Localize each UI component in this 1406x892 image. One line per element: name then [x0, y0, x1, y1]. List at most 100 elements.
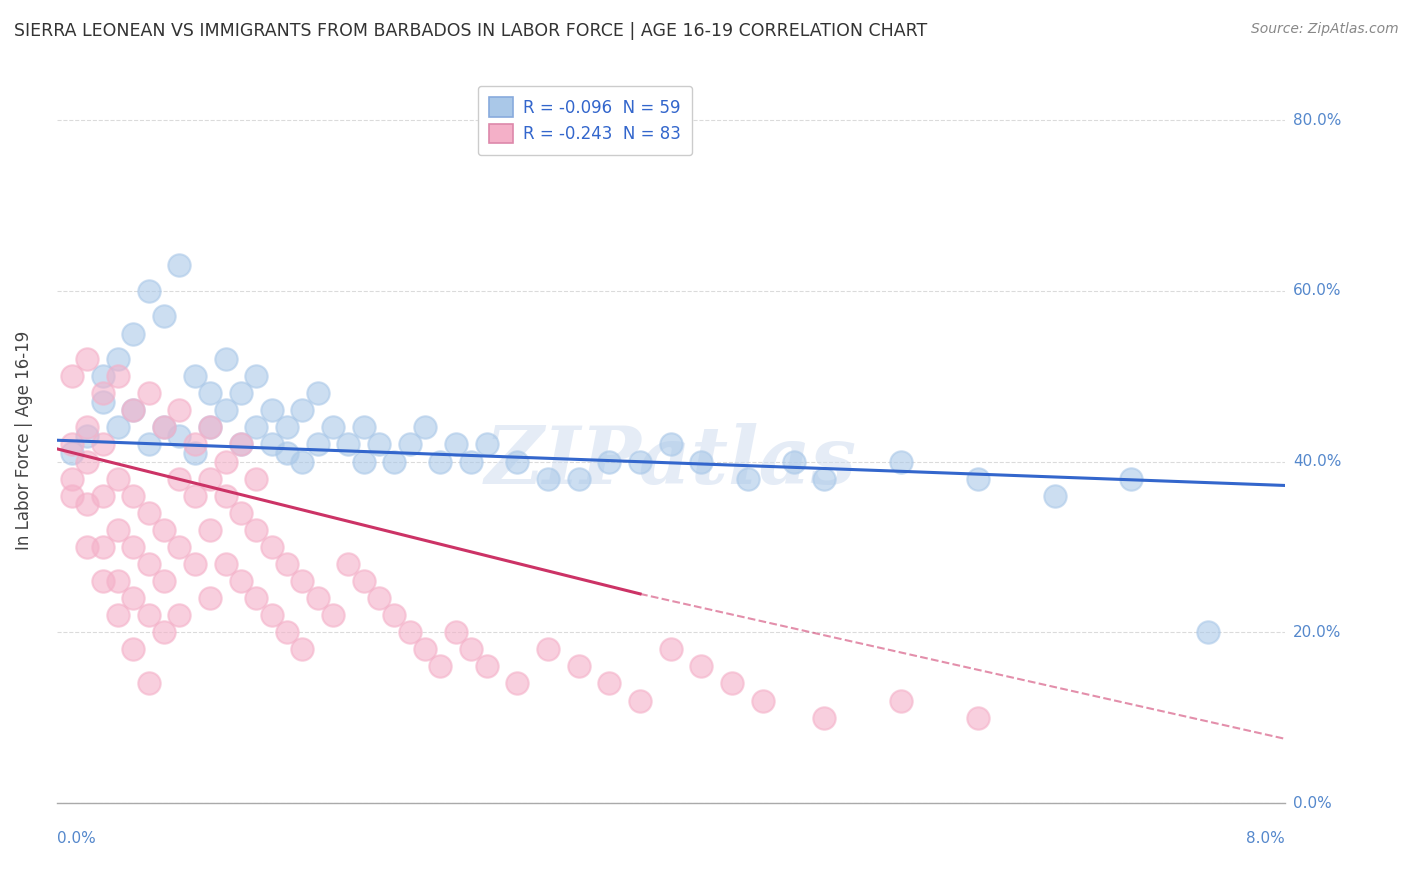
Point: [107, 352, 129, 367]
Point: [184, 489, 207, 503]
Point: [198, 420, 221, 434]
Point: [368, 437, 391, 451]
Text: Source: ZipAtlas.com: Source: ZipAtlas.com: [1251, 22, 1399, 37]
Point: [198, 386, 221, 401]
Point: [307, 591, 329, 606]
Point: [890, 454, 912, 468]
Point: [276, 557, 298, 571]
Point: [76, 352, 98, 367]
Point: [76, 540, 98, 554]
Point: [276, 625, 298, 640]
Point: [737, 472, 759, 486]
Point: [813, 711, 835, 725]
Point: [184, 437, 207, 451]
Point: [782, 454, 804, 468]
Point: [890, 693, 912, 707]
Point: [322, 420, 344, 434]
Point: [153, 310, 176, 324]
Point: [60, 446, 83, 460]
Point: [60, 472, 83, 486]
Point: [169, 429, 191, 443]
Point: [229, 506, 252, 520]
Point: [245, 523, 267, 537]
Point: [169, 540, 191, 554]
Point: [506, 676, 529, 690]
Point: [353, 420, 375, 434]
Point: [260, 608, 283, 623]
Point: [966, 472, 988, 486]
Point: [598, 454, 620, 468]
Point: [122, 591, 145, 606]
Point: [413, 642, 436, 657]
Point: [91, 574, 114, 588]
Point: [276, 420, 298, 434]
Point: [659, 437, 682, 451]
Point: [291, 642, 314, 657]
Legend: R = -0.096  N = 59, R = -0.243  N = 83: R = -0.096 N = 59, R = -0.243 N = 83: [478, 86, 692, 155]
Point: [122, 540, 145, 554]
Point: [122, 403, 145, 417]
Point: [429, 454, 451, 468]
Point: [1197, 625, 1219, 640]
Point: [307, 437, 329, 451]
Point: [153, 574, 176, 588]
Point: [260, 437, 283, 451]
Point: [153, 420, 176, 434]
Point: [60, 437, 83, 451]
Point: [598, 676, 620, 690]
Point: [337, 557, 360, 571]
Point: [122, 403, 145, 417]
Point: [690, 659, 713, 673]
Point: [322, 608, 344, 623]
Point: [568, 472, 591, 486]
Point: [138, 437, 160, 451]
Point: [198, 591, 221, 606]
Text: ZIPatlas: ZIPatlas: [485, 423, 856, 500]
Point: [568, 659, 591, 673]
Point: [138, 676, 160, 690]
Point: [475, 659, 498, 673]
Point: [214, 454, 236, 468]
Point: [60, 489, 83, 503]
Point: [628, 693, 651, 707]
Point: [260, 403, 283, 417]
Point: [122, 642, 145, 657]
Point: [107, 608, 129, 623]
Text: SIERRA LEONEAN VS IMMIGRANTS FROM BARBADOS IN LABOR FORCE | AGE 16-19 CORRELATIO: SIERRA LEONEAN VS IMMIGRANTS FROM BARBAD…: [14, 22, 928, 40]
Point: [752, 693, 775, 707]
Point: [138, 506, 160, 520]
Point: [76, 429, 98, 443]
Point: [153, 420, 176, 434]
Text: 60.0%: 60.0%: [1294, 284, 1341, 298]
Y-axis label: In Labor Force | Age 16-19: In Labor Force | Age 16-19: [15, 331, 32, 549]
Point: [506, 454, 529, 468]
Point: [198, 420, 221, 434]
Point: [398, 625, 420, 640]
Text: 0.0%: 0.0%: [1294, 796, 1331, 811]
Point: [107, 369, 129, 384]
Point: [122, 326, 145, 341]
Point: [966, 711, 988, 725]
Point: [260, 540, 283, 554]
Point: [460, 454, 482, 468]
Point: [107, 523, 129, 537]
Point: [122, 489, 145, 503]
Text: 0.0%: 0.0%: [56, 830, 96, 846]
Point: [76, 454, 98, 468]
Point: [291, 574, 314, 588]
Point: [384, 608, 406, 623]
Point: [60, 369, 83, 384]
Point: [444, 625, 467, 640]
Point: [153, 523, 176, 537]
Point: [107, 420, 129, 434]
Point: [229, 437, 252, 451]
Point: [337, 437, 360, 451]
Point: [76, 420, 98, 434]
Point: [721, 676, 744, 690]
Point: [537, 472, 560, 486]
Point: [398, 437, 420, 451]
Point: [138, 386, 160, 401]
Point: [91, 489, 114, 503]
Point: [169, 258, 191, 272]
Text: 80.0%: 80.0%: [1294, 112, 1341, 128]
